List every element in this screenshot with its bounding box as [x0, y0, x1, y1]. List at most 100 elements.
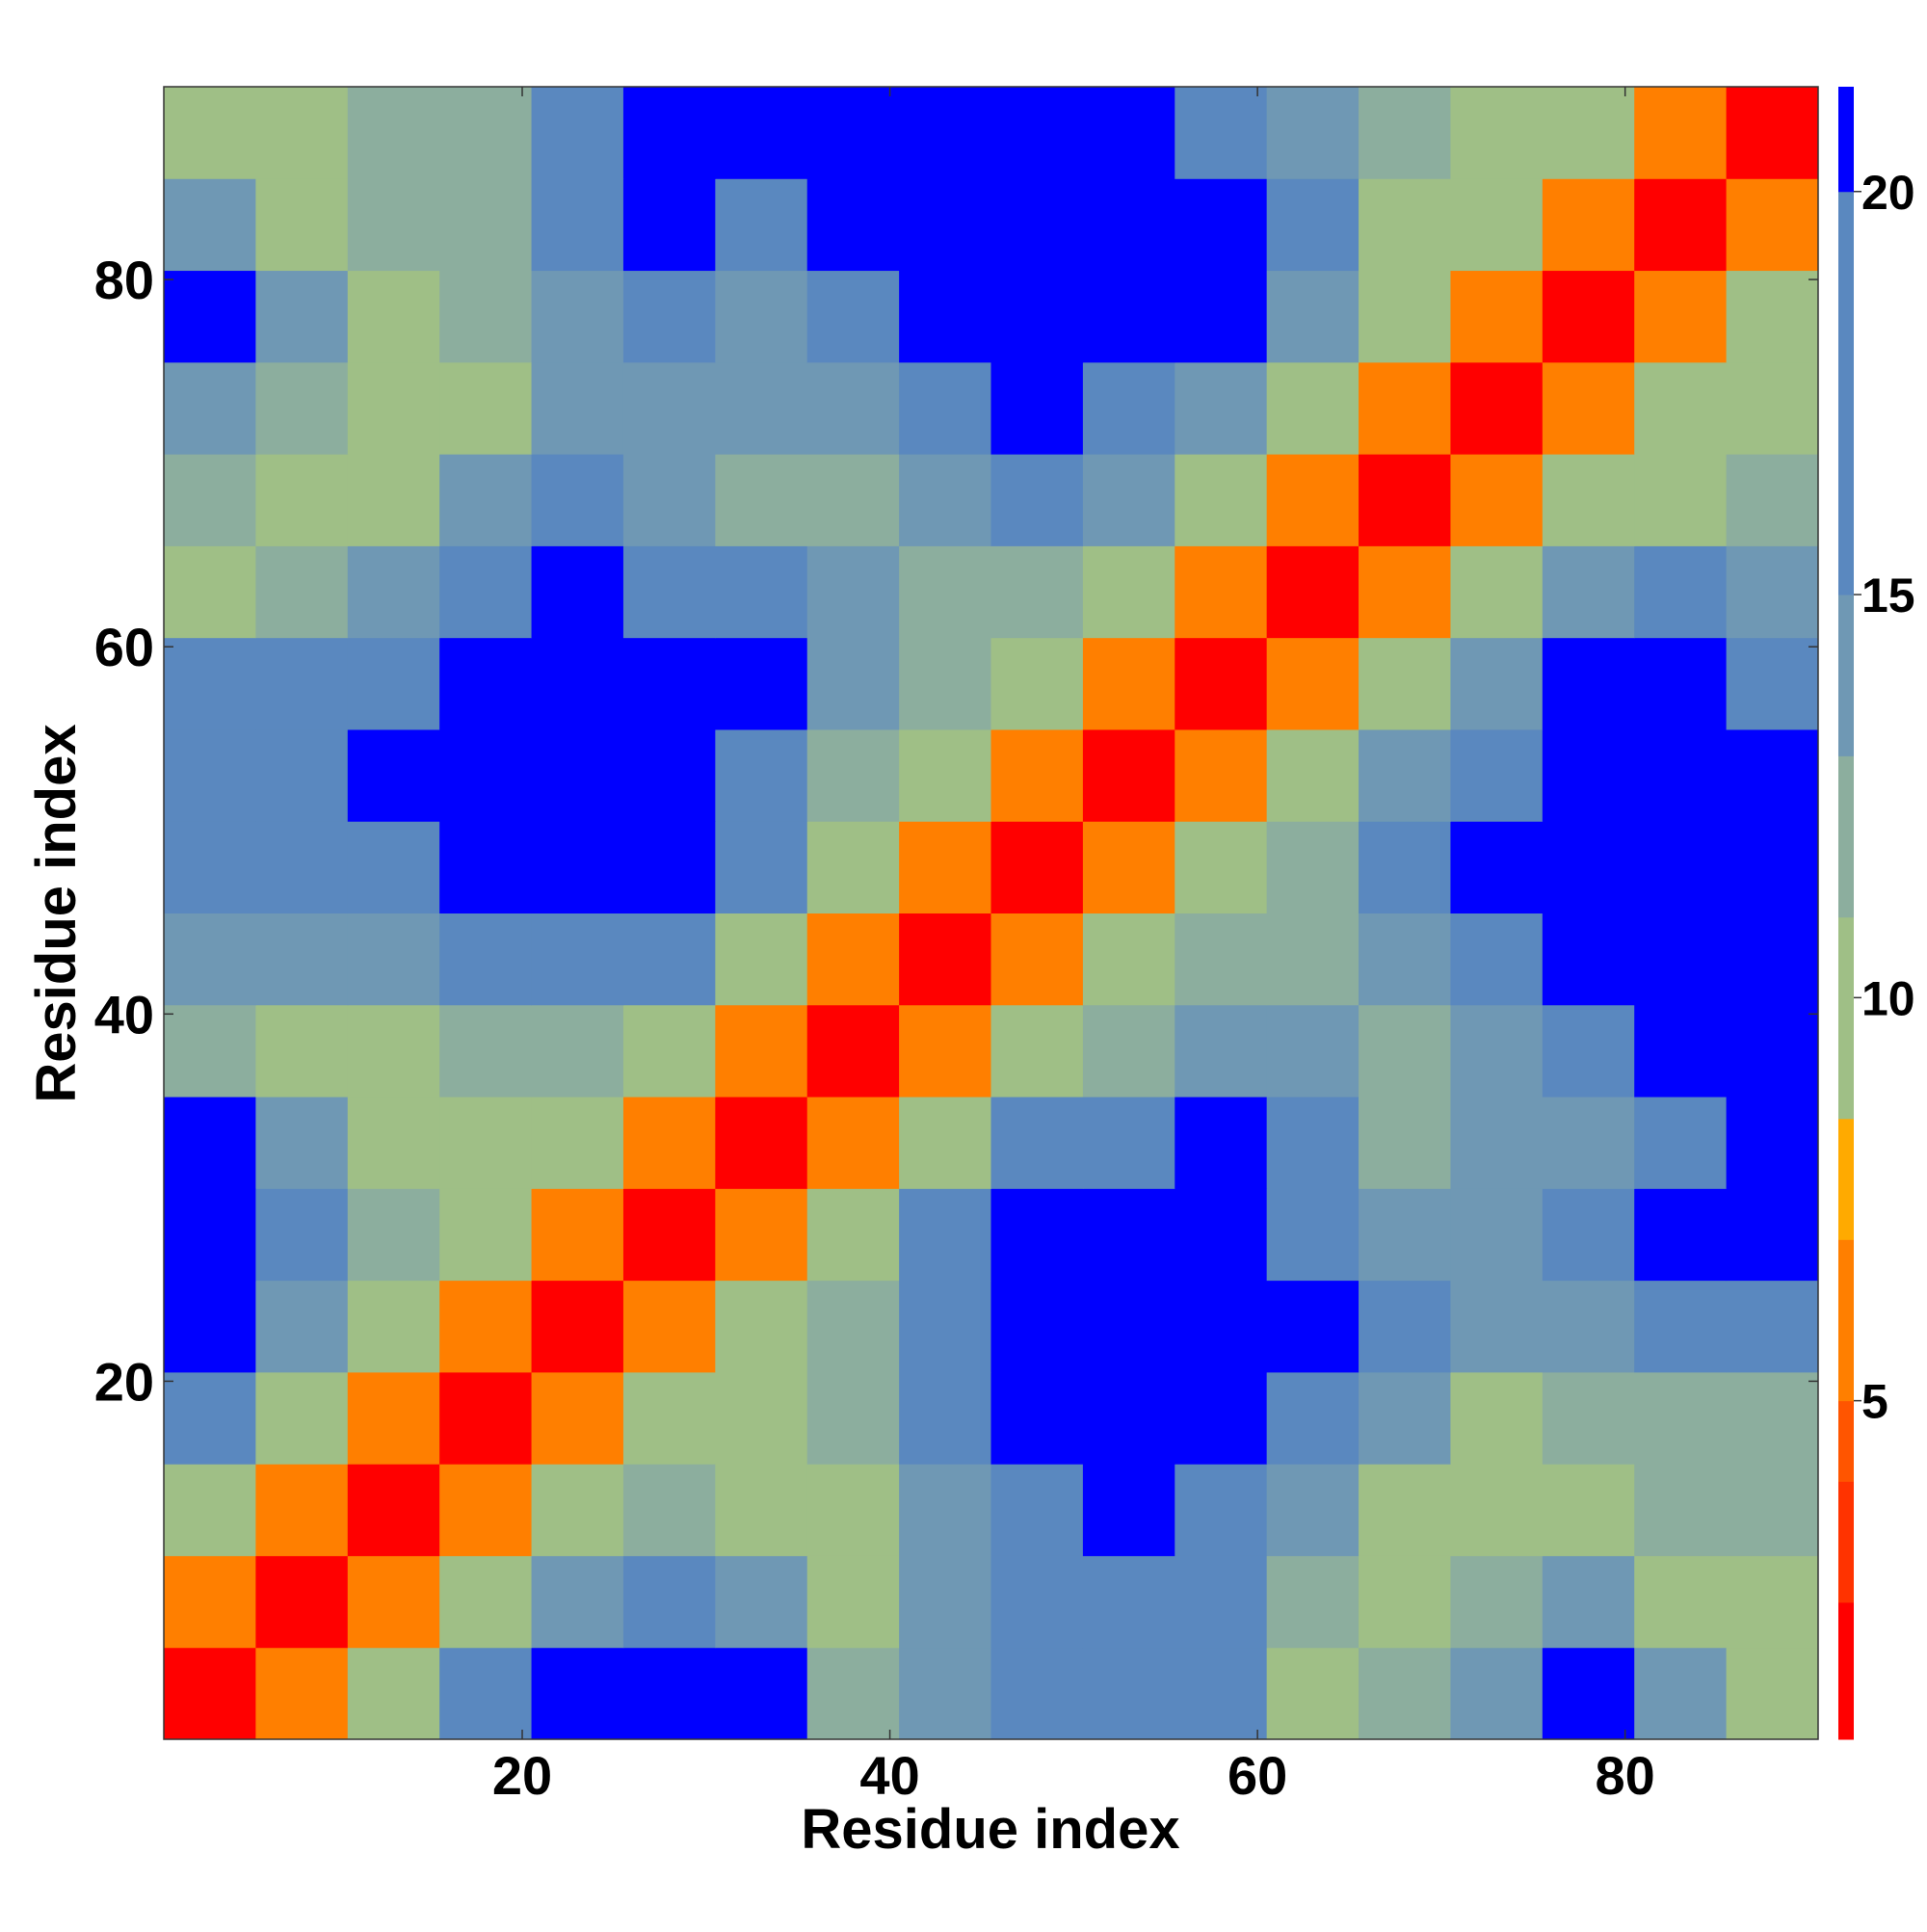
heatmap-cell: [715, 1464, 808, 1556]
heatmap-cell: [622, 1280, 716, 1373]
heatmap-cell: [531, 728, 624, 822]
heatmap-cell: [1542, 821, 1635, 913]
heatmap-cell: [1359, 87, 1451, 179]
x-tick-label: 60: [1227, 1745, 1287, 1806]
heatmap-cell: [1634, 1188, 1728, 1282]
heatmap-cell: [1542, 361, 1635, 455]
heatmap-cell: [255, 637, 349, 730]
heatmap-cell: [806, 913, 900, 1006]
heatmap-cell: [1726, 821, 1819, 913]
heatmap-cell: [164, 454, 256, 546]
heatmap-cell: [347, 270, 440, 363]
heatmap-cell: [899, 178, 991, 272]
heatmap-cell: [1634, 637, 1728, 730]
colorbar-segment: [1838, 1118, 1854, 1240]
heatmap-cell: [806, 637, 900, 730]
heatmap-cell: [622, 1464, 716, 1556]
heatmap-cell: [1175, 1555, 1268, 1649]
heatmap-cell: [1175, 1464, 1268, 1556]
heatmap-cell: [1634, 1280, 1728, 1373]
heatmap-cell: [990, 1280, 1084, 1373]
heatmap-cell: [1726, 1097, 1819, 1189]
heatmap-cell: [1450, 361, 1544, 455]
heatmap-cell: [1542, 87, 1635, 179]
heatmap-cell: [1542, 1371, 1635, 1465]
heatmap-cell: [164, 1371, 256, 1465]
heatmap-cell: [1450, 1097, 1544, 1189]
heatmap-cell: [255, 728, 349, 822]
heatmap-cell: [990, 637, 1084, 730]
heatmap-cell: [255, 913, 349, 1006]
heatmap-cell: [806, 1097, 900, 1189]
heatmap-cell: [1359, 637, 1451, 730]
heatmap-cell: [347, 1371, 440, 1465]
heatmap-cell: [806, 545, 900, 639]
heatmap-cell: [622, 637, 716, 730]
heatmap-cell: [1082, 728, 1175, 822]
heatmap-cell: [1175, 1097, 1268, 1189]
heatmap-cell: [164, 1097, 256, 1189]
heatmap-cell: [347, 1647, 440, 1740]
heatmap-cell: [1359, 1555, 1451, 1649]
heatmap-cell: [1359, 1371, 1451, 1465]
heatmap-cell: [1266, 1555, 1359, 1649]
heatmap-cell: [806, 1371, 900, 1465]
heatmap-cell: [990, 913, 1084, 1006]
heatmap-cell: [164, 270, 256, 363]
heatmap-cell: [1082, 270, 1175, 363]
heatmap-cell: [255, 545, 349, 639]
heatmap-cell: [1266, 270, 1359, 363]
heatmap-cell: [1359, 270, 1451, 363]
heatmap-cell: [1266, 821, 1359, 913]
heatmap-cell: [439, 87, 533, 179]
heatmap-cell: [347, 1555, 440, 1649]
heatmap-cell: [1359, 1097, 1451, 1189]
heatmap-cell: [1359, 454, 1451, 546]
heatmap-cell: [899, 1188, 991, 1282]
heatmap-cell: [255, 1464, 349, 1556]
heatmap-cell: [531, 1555, 624, 1649]
heatmap-cell: [622, 728, 716, 822]
heatmap-cell: [255, 1188, 349, 1282]
heatmap-cell: [439, 1004, 533, 1098]
heatmap-cell: [1634, 1555, 1728, 1649]
heatmap-cell: [255, 178, 349, 272]
heatmap-cell: [347, 545, 440, 639]
heatmap-cell: [347, 637, 440, 730]
heatmap-cell: [1726, 1004, 1819, 1098]
heatmap-cell: [806, 1647, 900, 1740]
heatmap-cell: [1359, 821, 1451, 913]
heatmap-cell: [1726, 454, 1819, 546]
heatmap-cell: [622, 913, 716, 1006]
heatmap-cell: [1450, 1464, 1544, 1556]
y-tick-label: 20: [94, 1351, 154, 1412]
heatmap-cell: [1542, 1464, 1635, 1556]
heatmap-cell: [531, 1097, 624, 1189]
heatmap-cell: [1542, 1004, 1635, 1098]
heatmap-cell: [715, 1097, 808, 1189]
colorbar-segment: [1838, 1400, 1854, 1482]
heatmap-cell: [1634, 87, 1728, 179]
heatmap-cell: [1175, 821, 1268, 913]
heatmap-cell: [1542, 728, 1635, 822]
heatmap-cell: [1726, 1555, 1819, 1649]
heatmap-cell: [1082, 87, 1175, 179]
heatmap-cell: [1082, 821, 1175, 913]
heatmap-cell: [255, 1097, 349, 1189]
heatmap-cell: [1726, 637, 1819, 730]
heatmap-cell: [1450, 1371, 1544, 1465]
heatmap-cell: [1175, 913, 1268, 1006]
heatmap-cell: [622, 361, 716, 455]
heatmap-cell: [622, 545, 716, 639]
heatmap-cell: [1726, 1371, 1819, 1465]
heatmap-cell: [255, 1280, 349, 1373]
heatmap-cell: [1450, 1647, 1544, 1740]
heatmap-cell: [1634, 1647, 1728, 1740]
heatmap-cell: [990, 1555, 1084, 1649]
x-tick-label: 20: [492, 1745, 552, 1806]
heatmap-cell: [164, 1555, 256, 1649]
heatmap-cell: [1266, 1464, 1359, 1556]
heatmap-cell: [1542, 1097, 1635, 1189]
y-tick-label: 60: [94, 617, 154, 677]
heatmap-cell: [1634, 454, 1728, 546]
